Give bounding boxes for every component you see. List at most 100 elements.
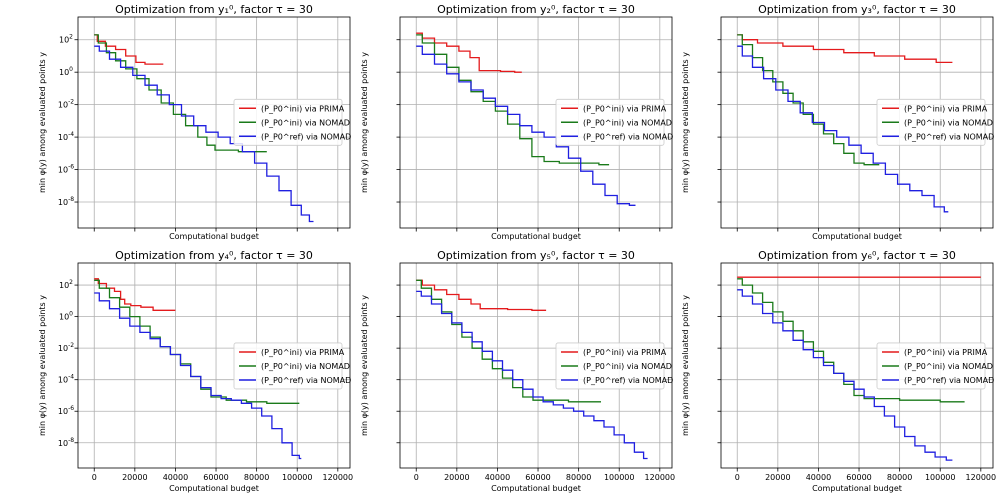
x-tick-label: 120000 — [323, 473, 354, 482]
legend-box — [555, 98, 665, 146]
legend: (P_P0^ini) via PRIMA (P_P0^ini) via NOMAD… — [555, 98, 673, 146]
y-tick-label: 10-4 — [58, 374, 74, 385]
legend-entry-1: (P_P0^ini) via PRIMA — [904, 348, 988, 357]
legend-entry-2: (P_P0^ini) via NOMAD — [904, 362, 993, 371]
series-line-2 — [737, 34, 880, 166]
legend-entry-3: (P_P0^ref) via NOMAD — [904, 376, 994, 385]
y-tick-label: 10-4 — [58, 131, 74, 142]
x-tick-label: 80000 — [566, 473, 591, 482]
x-tick-label: 20000 — [444, 473, 469, 482]
x-tick-label: 60000 — [525, 473, 550, 482]
chart-panel-3: Optimization from y₃⁰, factor τ = 30 Comp… — [681, 3, 994, 241]
legend-box — [233, 98, 343, 146]
series-line-1 — [94, 278, 176, 311]
legend-entry-3: (P_P0^ref) via NOMAD — [261, 132, 351, 141]
x-tick-label: 80000 — [887, 473, 912, 482]
legend: (P_P0^ini) via PRIMA (P_P0^ini) via NOMAD… — [233, 342, 351, 390]
x-tick-label: 100000 — [925, 473, 956, 482]
chart-title: Optimization from y₁⁰, factor τ = 30 — [115, 3, 313, 16]
x-tick-label: 40000 — [806, 473, 831, 482]
y-tick-label: 100 — [59, 66, 73, 77]
chart-title: Optimization from y₂⁰, factor τ = 30 — [437, 3, 635, 16]
x-axis-label: Computational budget — [169, 232, 259, 241]
y-tick-label: 10-8 — [58, 437, 74, 448]
x-tick-label: 100000 — [604, 473, 635, 482]
x-tick-label: 120000 — [645, 473, 676, 482]
chart-panel-5: 0 20000 40000 60000 80000 100000 120000 Optimiz… — [360, 249, 675, 493]
x-axis-label: Computational budget — [491, 484, 581, 493]
x-tick-label: 40000 — [485, 473, 510, 482]
series-line-2 — [737, 278, 965, 403]
legend-box — [876, 342, 986, 390]
series-line-1 — [416, 32, 522, 73]
series-line-3 — [737, 45, 949, 213]
x-axis-label: Computational budget — [169, 484, 259, 493]
y-tick-label: 100 — [59, 311, 73, 322]
chart-title: Optimization from y₅⁰, factor τ = 30 — [437, 249, 635, 262]
chart-panel-1: 102 100 10-2 10-4 10-6 10-8 Optimization from … — [38, 3, 351, 241]
plot-frame — [720, 262, 994, 469]
x-axis-label: Computational budget — [491, 232, 581, 241]
chart-panel-6: 0 20000 40000 60000 80000 100000 120000 Optimiz… — [681, 249, 996, 493]
chart-title: Optimization from y₄⁰, factor τ = 30 — [115, 249, 313, 262]
plot-frame — [77, 262, 351, 469]
x-tick-label: 20000 — [122, 473, 147, 482]
y-tick-label: 10-8 — [58, 196, 74, 207]
series-line-3 — [416, 45, 636, 206]
legend-box — [555, 342, 665, 390]
series-line-3 — [94, 292, 302, 460]
legend-entry-2: (P_P0^ini) via NOMAD — [904, 118, 993, 127]
y-tick-label: 10-6 — [58, 164, 74, 175]
legend: (P_P0^ini) via PRIMA (P_P0^ini) via NOMAD… — [555, 342, 673, 390]
x-tick-label: 0 — [735, 473, 740, 482]
y-axis-label: min φ(y) among evaluated points y — [38, 295, 47, 436]
x-tick-label: 120000 — [966, 473, 997, 482]
legend-box — [233, 342, 343, 390]
x-tick-label: 80000 — [244, 473, 269, 482]
y-tick-label: 102 — [59, 34, 73, 45]
y-axis-label: min φ(y) among evaluated points y — [360, 52, 369, 193]
x-axis-label: Computational budget — [812, 232, 902, 241]
series-line-1 — [94, 34, 164, 65]
x-axis-label: Computational budget — [812, 484, 902, 493]
legend-entry-1: (P_P0^ini) via PRIMA — [583, 104, 667, 113]
chart-panel-4: 0 20000 40000 60000 80000 100000 120000 102 100 1… — [38, 249, 353, 493]
legend-entry-3: (P_P0^ref) via NOMAD — [904, 132, 994, 141]
y-tick-label: 10-2 — [58, 342, 74, 353]
series-line-3 — [737, 289, 953, 461]
legend-entry-2: (P_P0^ini) via NOMAD — [583, 362, 672, 371]
x-tick-label: 20000 — [765, 473, 790, 482]
series-line-2 — [416, 279, 601, 403]
y-axis-label: min φ(y) among evaluated points y — [360, 295, 369, 436]
legend: (P_P0^ini) via PRIMA (P_P0^ini) via NOMAD… — [876, 98, 994, 146]
y-tick-label: 10-2 — [58, 99, 74, 110]
plot-frame — [720, 16, 994, 229]
series-line-1 — [737, 34, 953, 64]
series-line-2 — [94, 34, 267, 153]
chart-title: Optimization from y₆⁰, factor τ = 30 — [758, 249, 956, 262]
plot-frame — [77, 16, 351, 229]
chart-panel-2: Optimization from y₂⁰, factor τ = 30 Comp… — [360, 3, 673, 241]
plot-frame — [399, 262, 673, 469]
legend-entry-3: (P_P0^ref) via NOMAD — [583, 132, 673, 141]
y-tick-label: 102 — [59, 279, 73, 290]
x-tick-label: 40000 — [163, 473, 188, 482]
legend-entry-2: (P_P0^ini) via NOMAD — [583, 118, 672, 127]
series-line-3 — [416, 290, 648, 460]
legend-entry-3: (P_P0^ref) via NOMAD — [583, 376, 673, 385]
plot-frame — [399, 16, 673, 229]
legend-entry-3: (P_P0^ref) via NOMAD — [261, 376, 351, 385]
x-tick-label: 60000 — [203, 473, 228, 482]
legend-entry-1: (P_P0^ini) via PRIMA — [583, 348, 667, 357]
legend-entry-1: (P_P0^ini) via PRIMA — [261, 348, 345, 357]
y-axis-label: min φ(y) among evaluated points y — [38, 52, 47, 193]
series-line-3 — [94, 45, 314, 223]
series-line-2 — [416, 34, 610, 166]
legend-box — [876, 98, 986, 146]
legend: (P_P0^ini) via PRIMA (P_P0^ini) via NOMAD… — [233, 98, 351, 146]
legend-entry-1: (P_P0^ini) via PRIMA — [261, 104, 345, 113]
y-tick-label: 10-6 — [58, 405, 74, 416]
legend-entry-2: (P_P0^ini) via NOMAD — [261, 362, 350, 371]
x-tick-label: 100000 — [282, 473, 313, 482]
